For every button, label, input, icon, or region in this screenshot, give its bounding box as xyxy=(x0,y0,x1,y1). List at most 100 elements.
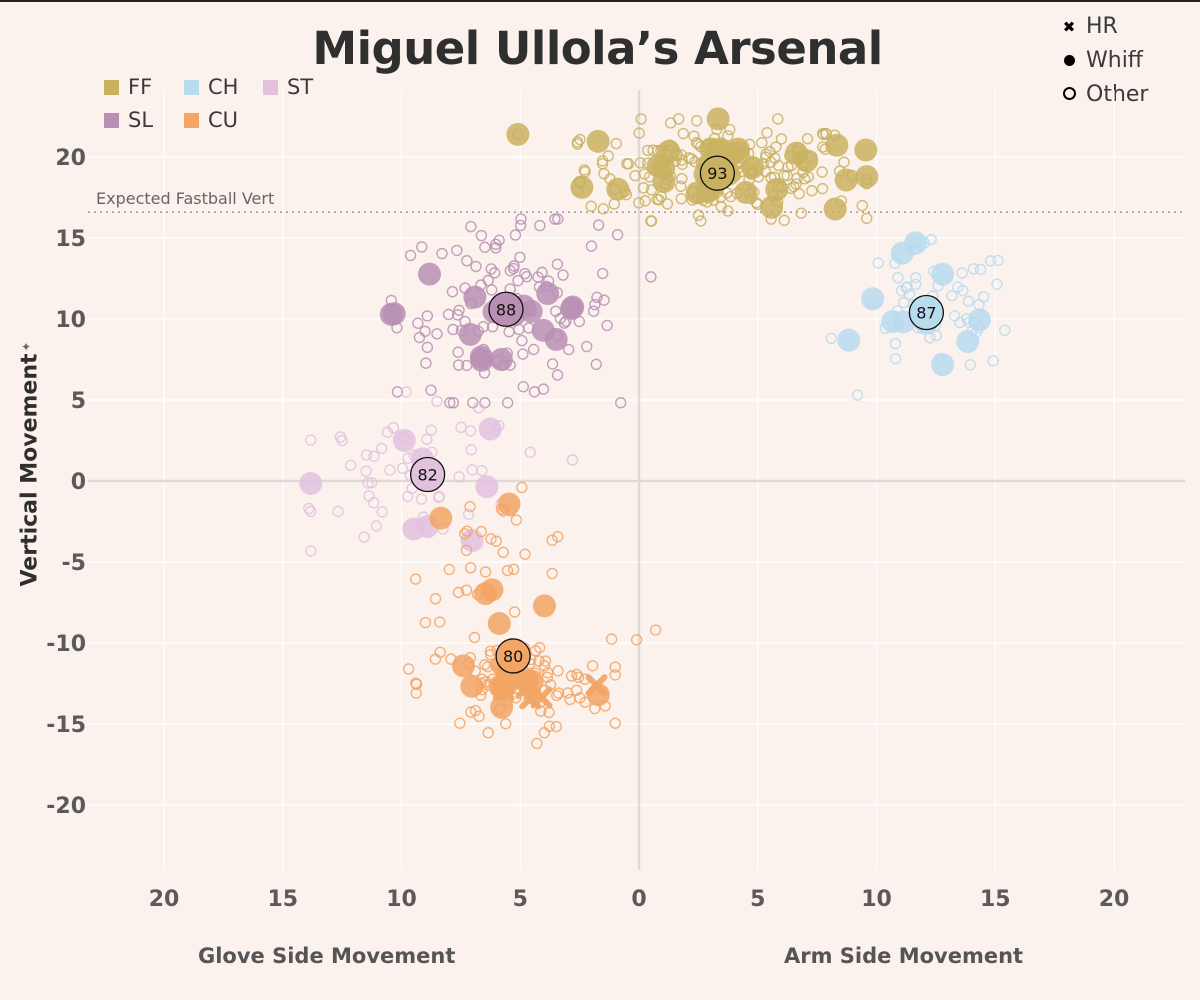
pitch-point-other xyxy=(585,200,597,212)
pitch-point-whiff xyxy=(429,506,453,530)
x-tick-label: 20 xyxy=(149,887,180,912)
pitch-point-other xyxy=(475,229,488,242)
average-circle xyxy=(488,291,524,327)
pitch-point-other xyxy=(368,497,380,509)
pitch-point-other xyxy=(816,166,828,178)
pitch-point-other xyxy=(486,284,498,296)
y-tick-label: 15 xyxy=(55,227,86,252)
pitch-point-whiff xyxy=(855,165,879,189)
pitch-point-other xyxy=(391,386,404,398)
average-marker-cu: 80 xyxy=(495,638,531,674)
legend-item-cu: CU xyxy=(184,108,238,132)
pitch-point-other xyxy=(454,717,466,729)
pitch-point-other xyxy=(485,263,497,275)
pitch-point-other xyxy=(517,381,530,393)
pitch-point-other xyxy=(431,328,443,340)
pitch-point-other xyxy=(479,241,491,253)
pitch-point-whiff xyxy=(418,262,442,286)
legend-item-hr: ✖ HR xyxy=(1062,14,1118,39)
x-tick-label: 15 xyxy=(980,887,1011,912)
pitch-point-other xyxy=(872,257,884,269)
pitch-point-other xyxy=(464,425,477,437)
pitch-point-other xyxy=(425,424,437,436)
y-tick-label: -20 xyxy=(46,794,86,819)
pitch-point-other xyxy=(404,249,417,262)
legend-swatch-cu xyxy=(184,112,199,128)
pitch-point-other xyxy=(552,213,564,225)
pitch-point-whiff xyxy=(536,281,560,305)
pitch-point-other xyxy=(895,285,908,297)
pitch-point-other xyxy=(400,386,412,398)
pitch-point-other xyxy=(571,136,584,148)
average-circle xyxy=(495,638,531,674)
pitch-point-other xyxy=(453,471,465,483)
pitch-point-other xyxy=(533,641,546,654)
pitch-point-other xyxy=(508,260,520,272)
x-tick-label: 10 xyxy=(386,887,417,912)
pitch-point-other xyxy=(479,397,491,409)
pitch-point-other xyxy=(565,670,578,682)
pitch-point-whiff xyxy=(825,133,849,157)
pitch-point-other xyxy=(534,219,546,232)
pitch-point-other xyxy=(543,720,556,732)
pitch-point-other xyxy=(675,180,687,193)
pitch-point-other xyxy=(433,491,445,503)
pitch-point-other xyxy=(420,357,432,369)
pitch-point-other xyxy=(633,127,645,139)
pitch-point-other xyxy=(370,520,383,532)
pitch-point-other xyxy=(558,317,571,329)
pitch-point-whiff xyxy=(532,594,556,618)
pitch-point-other xyxy=(967,263,980,275)
pitch-point-other xyxy=(630,634,643,646)
pitch-point-other xyxy=(549,213,561,225)
pitch-point-other xyxy=(552,530,564,543)
pitch-point-other xyxy=(436,247,448,260)
x-tick-label: 10 xyxy=(861,887,892,912)
pitch-point-other xyxy=(465,706,477,718)
pitch-point-other xyxy=(578,164,591,176)
x-tick-label: 20 xyxy=(1099,887,1130,912)
pitch-point-other xyxy=(434,646,446,658)
pitch-point-other xyxy=(605,633,618,645)
legend-label-ch: CH xyxy=(208,75,239,99)
pitch-point-other xyxy=(552,687,565,699)
open-dot-icon xyxy=(1062,86,1076,104)
pitch-point-other xyxy=(510,514,523,526)
pitch-point-other xyxy=(557,269,569,281)
pitch-point-other xyxy=(447,397,460,409)
pitch-point-other xyxy=(305,434,317,446)
pitch-point-whiff xyxy=(470,348,494,372)
pitch-point-other xyxy=(514,251,526,264)
pitch-point-other xyxy=(676,154,688,166)
pitch-point-other xyxy=(465,444,478,456)
pitch-point-other xyxy=(984,255,997,267)
pitch-point-other xyxy=(527,343,540,356)
pitch-point-other xyxy=(479,566,492,578)
average-marker-st: 82 xyxy=(409,456,446,493)
legend-label-ff: FF xyxy=(128,75,153,99)
legend-swatch-ch xyxy=(184,79,199,95)
pitch-point-whiff xyxy=(489,348,513,372)
pitch-point-other xyxy=(551,258,564,270)
legend-item-ch: CH xyxy=(184,75,238,99)
filled-dot-icon xyxy=(1062,52,1076,70)
pitch-point-other xyxy=(591,291,603,304)
pitch-point-other xyxy=(692,209,705,221)
pitch-point-other xyxy=(464,500,476,513)
pitch-point-other xyxy=(305,505,317,518)
pitch-point-other xyxy=(429,592,442,605)
legend-item-sl: SL xyxy=(104,108,153,132)
pitch-points xyxy=(299,107,1011,750)
pitch-point-whiff xyxy=(379,302,403,326)
pitch-point-other xyxy=(861,212,873,225)
pitch-point-other xyxy=(501,397,514,409)
pitch-point-other xyxy=(305,545,317,557)
pitch-point-other xyxy=(425,384,437,396)
pitch-point-other xyxy=(769,152,781,164)
pitch-point-other xyxy=(639,195,651,207)
pitch-point-other xyxy=(516,334,528,347)
pitch-point-other xyxy=(817,127,829,140)
pitch-point-other xyxy=(539,655,552,667)
pitch-point-other xyxy=(419,616,432,629)
pitch-point-other xyxy=(381,426,394,438)
